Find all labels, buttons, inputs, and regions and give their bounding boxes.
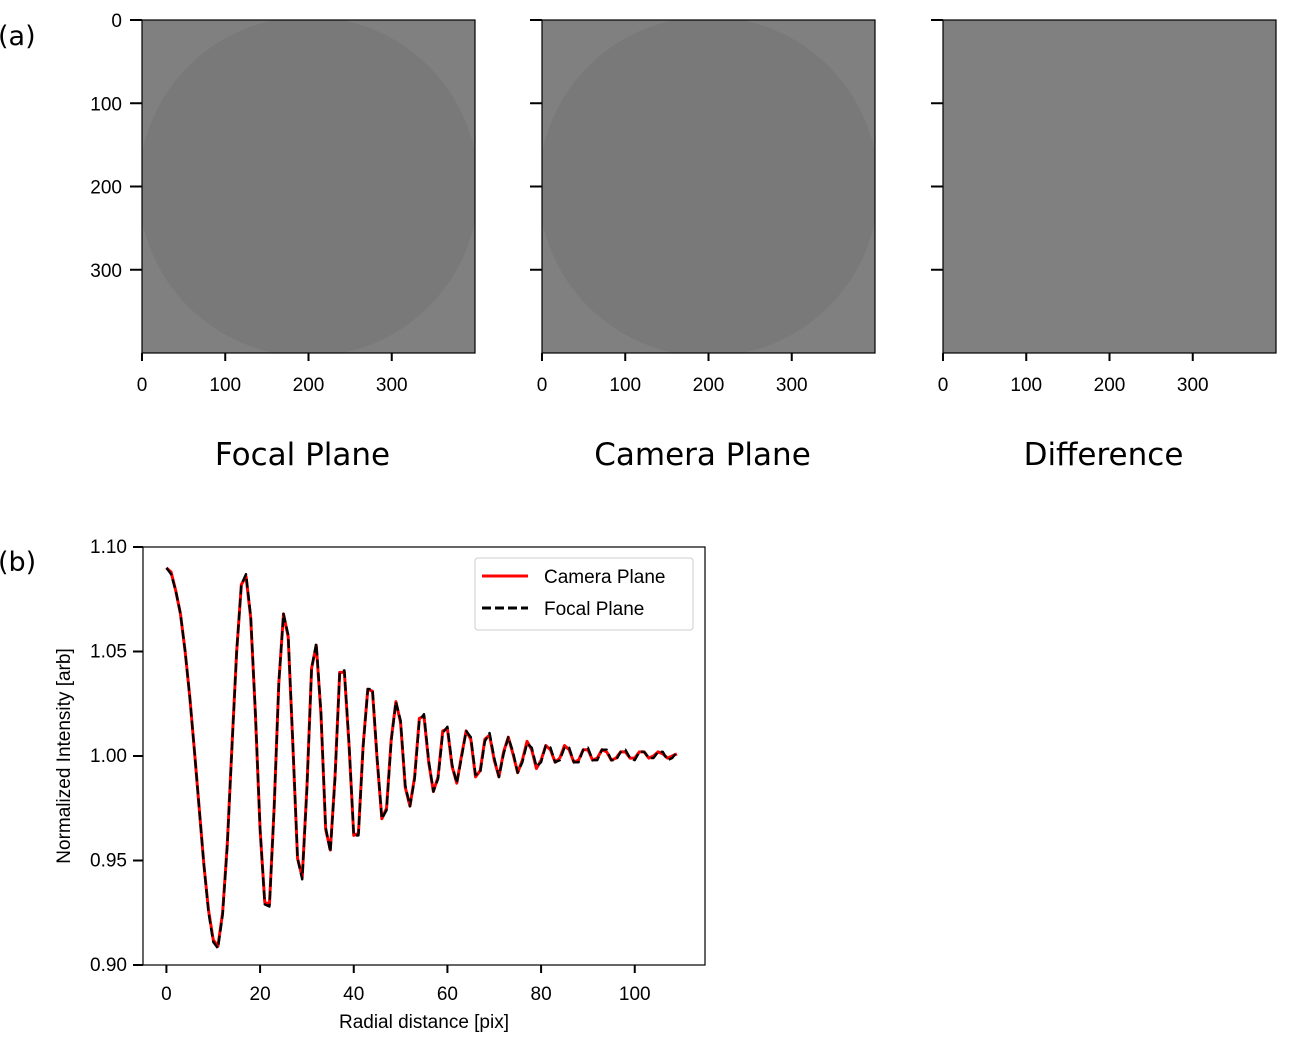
image-panel-2: 0 100 200 300 Camera Plane (530, 19, 876, 473)
y-tick-label: 300 (90, 261, 122, 282)
legend-label: Camera Plane (544, 567, 665, 588)
x-tick-label: 300 (376, 375, 408, 396)
x-tick-label: 80 (531, 984, 552, 1005)
x-tick-label: 60 (437, 984, 458, 1005)
x-tick-label: 0 (137, 375, 148, 396)
x-tick-label: 100 (209, 375, 241, 396)
radial-profile-plot: 0 20 40 60 80 100 0.90 0.95 1.00 1.05 1.10 Radial d… (54, 537, 706, 1033)
diffraction-rings (142, 20, 475, 353)
legend-box (474, 557, 694, 631)
image-panels: 0 100 200 300 0 100 200 300 Focal Plane 0 100 200 30… (90, 11, 1277, 473)
x-tick-label: 100 (619, 984, 651, 1005)
x-tick-label: 200 (293, 375, 325, 396)
image-title: Focal Plane (215, 437, 390, 473)
diffraction-rings (542, 20, 875, 353)
x-tick-label: 100 (609, 375, 641, 396)
x-tick-label: 200 (693, 375, 725, 396)
y-tick-label: 200 (90, 178, 122, 199)
legend: Camera Plane Focal Plane (474, 557, 694, 631)
panel-label-a: (a) (0, 21, 36, 52)
x-tick-label: 20 (250, 984, 271, 1005)
image-title: Difference (1024, 437, 1184, 473)
series-line-focal-plane (165, 567, 678, 950)
legend-label: Focal Plane (544, 599, 644, 620)
x-tick-label: 200 (1094, 375, 1126, 396)
x-tick-label: 0 (938, 375, 949, 396)
x-tick-label: 300 (776, 375, 808, 396)
y-tick-label: 1.10 (90, 537, 127, 558)
y-tick-label: 0.95 (90, 851, 127, 872)
x-axis-label: Radial distance [pix] (339, 1012, 509, 1033)
x-tick-label: 40 (343, 984, 364, 1005)
image-panel-1: 0 100 200 300 0 100 200 300 Focal Plane (90, 11, 476, 473)
y-tick-label: 100 (90, 94, 122, 115)
y-tick-label: 0.90 (90, 955, 127, 976)
y-tick-label: 1.05 (90, 642, 127, 663)
x-tick-label: 300 (1177, 375, 1209, 396)
panel-label-b: (b) (0, 547, 36, 578)
x-tick-label: 0 (161, 984, 172, 1005)
diffraction-rings (943, 20, 1276, 353)
y-axis-label: Normalized Intensity [arb] (54, 648, 75, 863)
x-tick-label: 0 (537, 375, 548, 396)
image-panel-3: 0 100 200 300 Difference (931, 19, 1277, 473)
x-tick-label: 100 (1010, 375, 1042, 396)
image-title: Camera Plane (594, 437, 811, 473)
y-tick-label: 0 (111, 11, 122, 32)
y-tick-label: 1.00 (90, 746, 127, 767)
